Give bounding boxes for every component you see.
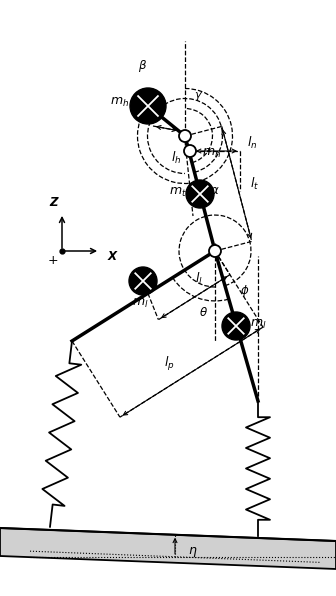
Circle shape <box>209 245 221 257</box>
Text: +: + <box>48 253 58 266</box>
Text: $l_t$: $l_t$ <box>250 176 259 192</box>
Text: X: X <box>108 250 117 263</box>
Circle shape <box>179 130 191 142</box>
Text: $m_l$: $m_l$ <box>250 318 266 331</box>
Text: $\eta$: $\eta$ <box>188 545 198 559</box>
Circle shape <box>186 180 214 208</box>
Text: $l_p$: $l_p$ <box>164 355 175 373</box>
Text: $l_h$: $l_h$ <box>171 150 181 166</box>
Text: $l_n$: $l_n$ <box>247 135 257 151</box>
Text: $m_n$: $m_n$ <box>202 147 221 160</box>
Text: $\alpha$: $\alpha$ <box>210 185 220 197</box>
Text: $\gamma$: $\gamma$ <box>195 90 204 102</box>
Text: $\theta$: $\theta$ <box>199 306 208 319</box>
Text: $\beta$: $\beta$ <box>138 58 148 74</box>
Circle shape <box>129 267 157 295</box>
Text: $\phi$: $\phi$ <box>240 283 250 299</box>
Text: $m_t$: $m_t$ <box>169 185 187 198</box>
Polygon shape <box>0 528 336 569</box>
Circle shape <box>130 88 166 124</box>
Text: $m_l$: $m_l$ <box>132 296 148 309</box>
Text: Z: Z <box>50 197 58 210</box>
Circle shape <box>222 312 250 340</box>
Circle shape <box>184 145 196 157</box>
Text: $m_h$: $m_h$ <box>111 95 130 108</box>
Text: $l_l$: $l_l$ <box>195 271 203 287</box>
